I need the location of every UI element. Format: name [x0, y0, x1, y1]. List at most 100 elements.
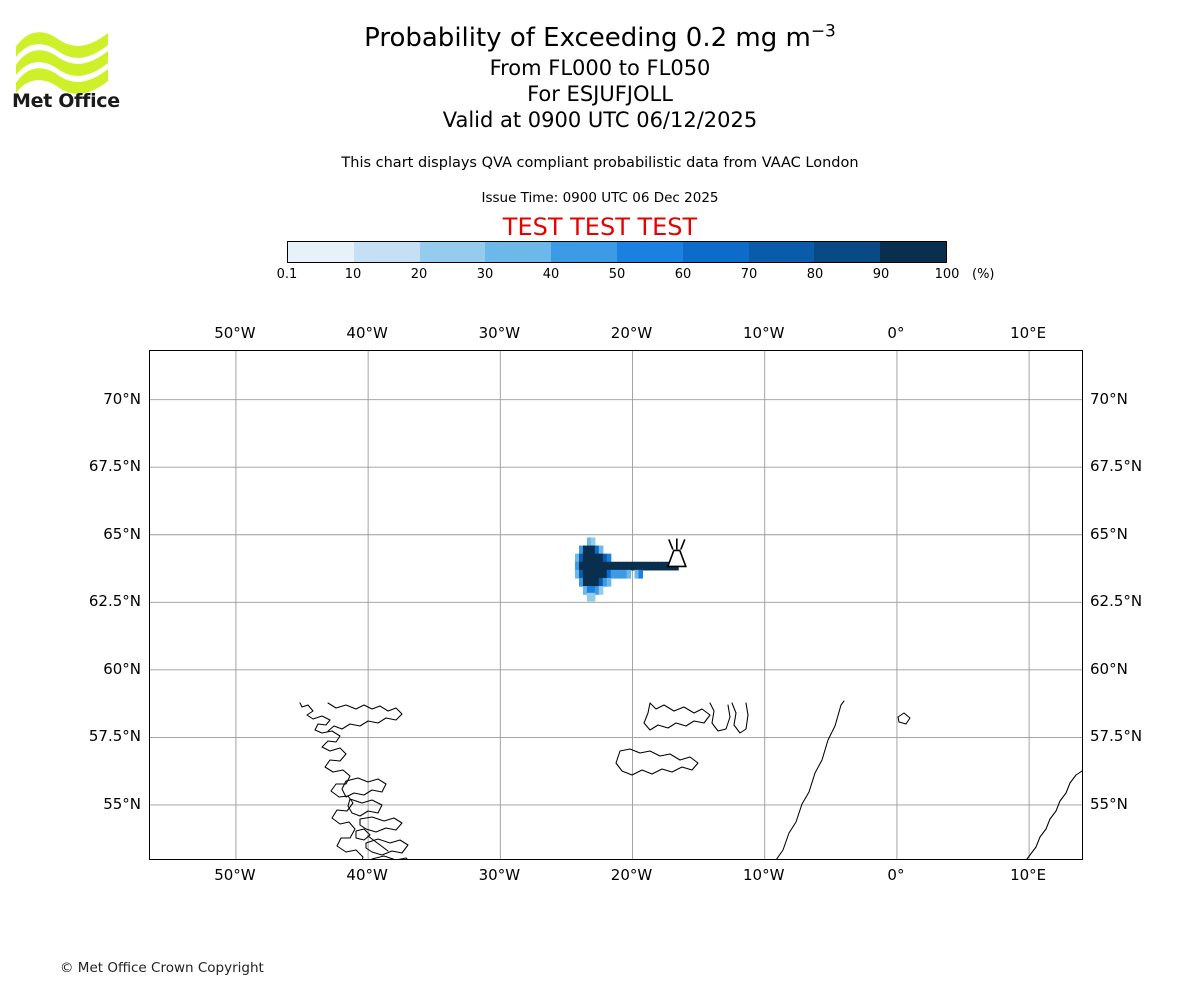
ash-cell	[594, 577, 600, 587]
colorbar-segment-5	[616, 242, 683, 262]
lat-label-right-4: 65°N	[1090, 524, 1128, 543]
coastline-layer	[299, 700, 1082, 859]
ash-cell	[582, 553, 588, 563]
ash-cell	[622, 569, 628, 579]
greenland-island-a	[341, 777, 387, 798]
met-office-logo	[14, 25, 124, 115]
lat-label-left-5: 67.5°N	[88, 457, 141, 476]
colorbar-units-label: (%)	[972, 267, 995, 282]
lon-label-top-5: 0°	[887, 324, 905, 342]
lon-label-top-3: 20°W	[610, 324, 653, 342]
ash-cell	[634, 569, 640, 579]
colorbar-segment-3	[485, 242, 552, 262]
page-title-text: Probability of Exceeding 0.2 mg m	[364, 23, 811, 53]
volcano-marker-icon	[666, 538, 687, 568]
lat-label-right-6: 70°N	[1090, 389, 1128, 408]
lon-label-bottom-0: 50°W	[214, 866, 256, 884]
lat-label-right-0: 55°N	[1090, 794, 1128, 813]
colorbar-tick-0.1: 0.1	[276, 267, 298, 282]
colorbar-tick-100: 100	[934, 267, 960, 282]
ash-cell	[626, 561, 632, 571]
colorbar-segment-8	[814, 242, 881, 262]
norway-coast	[1026, 770, 1082, 859]
colorbar-tick-80: 80	[806, 267, 824, 282]
lon-label-bottom-4: 10°W	[743, 866, 785, 884]
ash-cell	[638, 569, 644, 579]
ash-cell	[590, 592, 596, 602]
lon-label-top-4: 10°W	[743, 324, 785, 342]
colorbar-tick-20: 20	[410, 267, 428, 282]
flight-level-subtitle: From FL000 to FL050	[489, 56, 711, 80]
ash-cell	[598, 561, 604, 571]
lat-label-right-1: 57.5°N	[1090, 727, 1143, 746]
ash-cell	[630, 561, 636, 571]
ash-cell	[582, 577, 588, 587]
ash-cell	[586, 537, 592, 547]
ash-cell	[662, 561, 667, 571]
greenland-coast	[299, 700, 845, 859]
page-title: Probability of Exceeding 0.2 mg m−3	[130, 22, 1070, 55]
lon-label-bottom-6: 10°E	[1010, 866, 1047, 884]
lon-label-bottom-1: 40°W	[346, 866, 388, 884]
map-plot-area[interactable]	[149, 350, 1083, 860]
ash-cell	[618, 561, 624, 571]
colorbar-tick-40: 40	[542, 267, 560, 282]
colorbar-segment-6	[682, 242, 749, 262]
ash-cell	[582, 586, 588, 595]
map-canvas	[150, 351, 1082, 859]
ash-cell	[594, 586, 600, 595]
ash-cell	[622, 561, 628, 571]
test-banner: TEST TEST TEST	[502, 213, 698, 241]
ash-cell	[658, 561, 663, 571]
ash-cell	[638, 561, 644, 571]
colorbar-tick-10: 10	[344, 267, 362, 282]
lat-label-left-4: 65°N	[103, 524, 141, 543]
copyright-footer: © Met Office Crown Copyright	[60, 960, 264, 976]
ash-cell	[582, 569, 588, 579]
greenland-fjord-b	[367, 835, 389, 852]
ash-cell	[614, 561, 620, 571]
ash-cell	[594, 553, 600, 563]
greenland-ne-peninsula-2	[731, 702, 749, 734]
ash-cell	[602, 569, 608, 579]
ash-cell	[582, 561, 588, 571]
ash-cell	[586, 553, 592, 563]
greenland-island-e	[371, 855, 408, 859]
ash-cell	[606, 569, 612, 579]
ash-cell	[598, 577, 604, 587]
colorbar-tick-60: 60	[674, 267, 692, 282]
colorbar-tick-50: 50	[608, 267, 626, 282]
ash-cell	[590, 577, 596, 587]
ash-cell	[586, 592, 592, 602]
greenland-ne-island-2	[615, 748, 699, 776]
ash-cell	[606, 577, 612, 587]
colorbar-segment-1	[353, 242, 420, 262]
valid-time-subtitle: Valid at 0900 UTC 06/12/2025	[442, 108, 758, 132]
ash-cell	[594, 569, 600, 579]
volcano-subtitle: For ESJUFJOLL	[527, 82, 673, 106]
greenland-island-d	[365, 838, 409, 856]
ash-cell	[614, 569, 620, 579]
ash-cell	[594, 545, 600, 555]
ash-cell	[598, 553, 604, 563]
colorbar-segment-2	[419, 242, 486, 262]
ash-cell	[642, 561, 648, 571]
ash-cell	[598, 569, 604, 579]
lon-label-top-6: 10°E	[1010, 324, 1047, 342]
ash-cell	[606, 553, 612, 563]
lat-label-left-6: 70°N	[103, 389, 141, 408]
ash-cell	[586, 577, 592, 587]
ash-cell	[590, 561, 596, 571]
greenland-island-f	[355, 828, 371, 841]
lon-label-bottom-5: 0°	[887, 866, 905, 884]
lat-label-left-0: 55°N	[103, 794, 141, 813]
ash-cell	[590, 537, 596, 547]
ash-cell	[654, 561, 659, 571]
ash-cell	[602, 577, 608, 587]
colorbar-segment-4	[551, 242, 617, 262]
ash-cell	[590, 553, 596, 563]
greenland-island-c	[359, 816, 403, 833]
ash-cell	[602, 561, 608, 571]
lon-label-bottom-3: 20°W	[610, 866, 653, 884]
lon-label-bottom-2: 30°W	[478, 866, 521, 884]
